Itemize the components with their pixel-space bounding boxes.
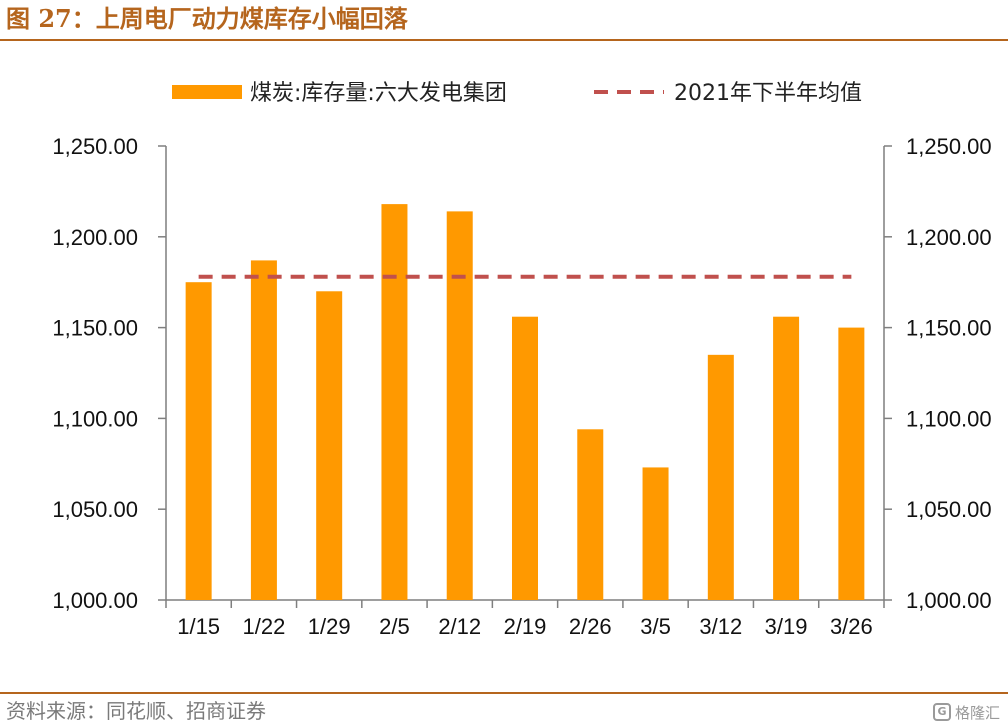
left-y-tick-label: 1,100.00 <box>52 406 138 431</box>
left-y-tick-label: 1,050.00 <box>52 497 138 522</box>
legend-label-bar: 煤炭:库存量:六大发电集团 <box>250 81 507 106</box>
watermark-text: 格隆汇 <box>954 703 1000 722</box>
right-y-tick-label: 1,200.00 <box>906 225 992 250</box>
figure-title: 图 27：上周电厂动力煤库存小幅回落 <box>6 4 408 33</box>
right-y-tick-label: 1,100.00 <box>906 406 992 431</box>
watermark: G 格隆汇 <box>932 700 1000 724</box>
bar <box>838 327 865 600</box>
x-tick-label: 1/22 <box>242 614 285 639</box>
bar <box>381 204 408 600</box>
source-rule <box>0 692 1008 694</box>
left-y-tick-label: 1,200.00 <box>52 225 138 250</box>
x-tick-label: 3/19 <box>765 614 808 639</box>
right-y-tick-label: 1,050.00 <box>906 497 992 522</box>
bar <box>773 316 800 600</box>
title-rule <box>0 39 1008 41</box>
bar <box>707 354 734 600</box>
right-y-tick-label: 1,000.00 <box>906 588 992 613</box>
legend-label-line: 2021年下半年均值 <box>674 81 862 106</box>
bar <box>446 211 473 600</box>
x-tick-label: 2/26 <box>569 614 612 639</box>
bar <box>185 282 212 600</box>
right-y-tick-label: 1,250.00 <box>906 134 992 159</box>
right-y-tick-label: 1,150.00 <box>906 316 992 341</box>
left-y-tick-label: 1,250.00 <box>52 134 138 159</box>
x-tick-label: 3/26 <box>830 614 873 639</box>
x-tick-label: 1/29 <box>308 614 351 639</box>
gelonghui-logo-icon: G <box>932 703 951 721</box>
left-y-tick-label: 1,150.00 <box>52 316 138 341</box>
bar <box>512 316 538 600</box>
x-tick-label: 2/5 <box>379 614 410 639</box>
axes: 1,000.00 1,050.00 1,100.00 1,150.00 1,200.00… <box>52 134 991 639</box>
bar <box>642 467 669 600</box>
left-y-tick-label: 1,000.00 <box>52 588 138 613</box>
x-tick-label: 1/15 <box>177 614 220 639</box>
x-tick-label: 3/5 <box>640 614 671 639</box>
legend-swatch-bar <box>172 85 242 99</box>
x-tick-label: 2/19 <box>504 614 547 639</box>
legend: 煤炭:库存量:六大发电集团 2021年下半年均值 <box>172 81 862 106</box>
bar-series <box>185 204 865 600</box>
x-tick-label: 3/12 <box>699 614 742 639</box>
x-tick-label: 2/12 <box>438 614 481 639</box>
source-note: 资料来源：同花顺、招商证券 <box>6 699 266 723</box>
bar <box>316 291 343 600</box>
bar <box>250 260 277 600</box>
bar <box>577 429 604 600</box>
chart: 煤炭:库存量:六大发电集团 2021年下半年均值 1,000.00 1,050.00… <box>52 81 991 639</box>
